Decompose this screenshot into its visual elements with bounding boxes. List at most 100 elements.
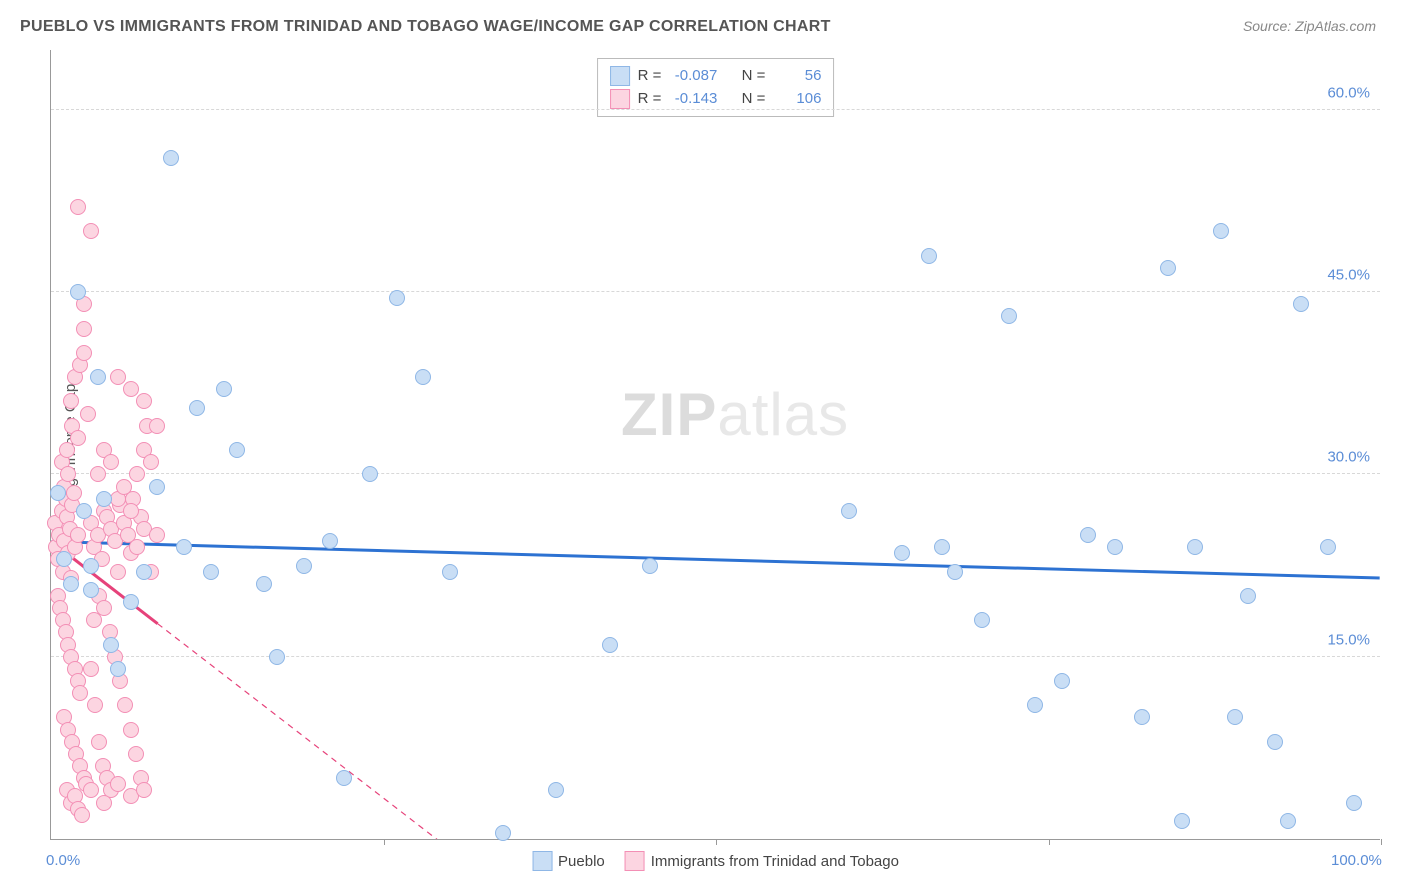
scatter-point [129,539,145,555]
scatter-point [103,454,119,470]
gridline [51,656,1380,657]
scatter-point [60,466,76,482]
scatter-point [189,400,205,416]
stats-legend-row: R = -0.143 N = 106 [610,88,822,111]
scatter-point [256,576,272,592]
stat-n-value: 106 [773,88,821,111]
scatter-point [96,600,112,616]
scatter-point [1174,813,1190,829]
y-tick-label: 45.0% [1327,267,1370,284]
scatter-point [216,381,232,397]
watermark-zip: ZIP [621,381,717,448]
scatter-point [83,661,99,677]
scatter-point [90,466,106,482]
stat-r-value: -0.087 [669,65,717,88]
scatter-point [495,825,511,841]
scatter-point [70,527,86,543]
scatter-point [389,290,405,306]
scatter-point [136,564,152,580]
scatter-plot-area: ZIPatlas R =-0.087 N =56R =-0.143 N =106… [50,50,1380,840]
legend-swatch [532,851,552,871]
scatter-point [76,321,92,337]
legend-label: Immigrants from Trinidad and Tobago [651,853,899,870]
scatter-point [548,782,564,798]
scatter-point [1240,588,1256,604]
x-tick [384,839,385,845]
scatter-point [96,795,112,811]
scatter-point [947,564,963,580]
scatter-point [149,479,165,495]
scatter-point [149,527,165,543]
scatter-point [1213,223,1229,239]
scatter-point [841,503,857,519]
scatter-point [1346,795,1362,811]
scatter-point [91,734,107,750]
scatter-point [116,479,132,495]
scatter-point [269,649,285,665]
scatter-point [1054,673,1070,689]
scatter-point [1134,709,1150,725]
scatter-point [129,466,145,482]
scatter-point [1293,296,1309,312]
scatter-point [50,485,66,501]
gridline [51,473,1380,474]
x-axis-label: 0.0% [46,852,80,869]
scatter-point [229,442,245,458]
stat-r-label: R = [638,65,662,88]
scatter-point [415,369,431,385]
scatter-point [136,393,152,409]
scatter-point [63,576,79,592]
stat-r-label: R = [638,88,662,111]
scatter-point [203,564,219,580]
legend-swatch [625,851,645,871]
scatter-point [90,369,106,385]
gridline [51,109,1380,110]
x-tick [1381,839,1382,845]
x-axis-label: 100.0% [1331,852,1382,869]
stat-n-label: N = [742,65,766,88]
scatter-point [83,558,99,574]
scatter-point [1227,709,1243,725]
x-tick [716,839,717,845]
scatter-point [128,746,144,762]
y-tick-label: 60.0% [1327,84,1370,101]
scatter-point [894,545,910,561]
gridline [51,291,1380,292]
scatter-point [362,466,378,482]
scatter-point [143,454,159,470]
scatter-point [296,558,312,574]
scatter-point [123,503,139,519]
stat-n-label: N = [742,88,766,111]
scatter-point [921,248,937,264]
scatter-point [123,594,139,610]
scatter-point [149,418,165,434]
scatter-point [63,393,79,409]
stat-r-value: -0.143 [669,88,717,111]
scatter-point [442,564,458,580]
stats-legend-row: R =-0.087 N =56 [610,65,822,88]
scatter-point [176,539,192,555]
legend-label: Pueblo [558,853,605,870]
legend-swatch [610,66,630,86]
scatter-point [70,430,86,446]
scatter-point [336,770,352,786]
scatter-point [974,612,990,628]
x-tick [1049,839,1050,845]
scatter-point [110,776,126,792]
scatter-point [117,697,133,713]
scatter-point [1027,697,1043,713]
source-attribution: Source: ZipAtlas.com [1243,18,1376,34]
scatter-point [1187,539,1203,555]
scatter-point [602,637,618,653]
scatter-point [163,150,179,166]
scatter-point [1280,813,1296,829]
scatter-point [1001,308,1017,324]
scatter-point [123,381,139,397]
scatter-point [83,223,99,239]
scatter-point [80,406,96,422]
legend-swatch [610,89,630,109]
scatter-point [110,564,126,580]
scatter-point [74,807,90,823]
scatter-point [70,284,86,300]
scatter-point [642,558,658,574]
